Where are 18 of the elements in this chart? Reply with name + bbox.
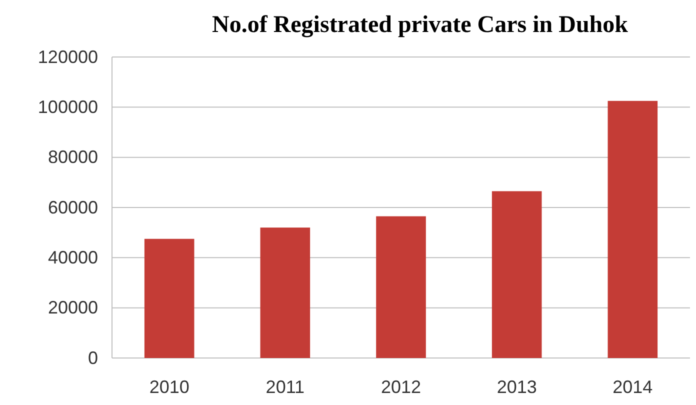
y-tick-label: 60000: [48, 197, 98, 218]
y-tick-label: 20000: [48, 298, 98, 318]
y-tick-label: 80000: [48, 147, 98, 168]
bar: [260, 228, 310, 358]
x-tick-label: 2014: [612, 376, 653, 397]
bar: [608, 100, 658, 358]
chart-title: No.of Registrated private Cars in Duhok: [212, 12, 629, 38]
x-tick-label: 2011: [266, 376, 305, 397]
bar: [144, 238, 194, 358]
bar: [492, 191, 542, 358]
x-tick-label: 2013: [496, 376, 537, 397]
x-tick-label: 2012: [380, 376, 422, 397]
bar: [376, 216, 426, 358]
x-tick-label: 2010: [149, 376, 190, 397]
y-tick-label: 40000: [48, 247, 98, 268]
y-tick-label: 120000: [38, 46, 98, 67]
y-tick-label: 0: [88, 348, 98, 368]
y-tick-label: 100000: [38, 96, 98, 117]
